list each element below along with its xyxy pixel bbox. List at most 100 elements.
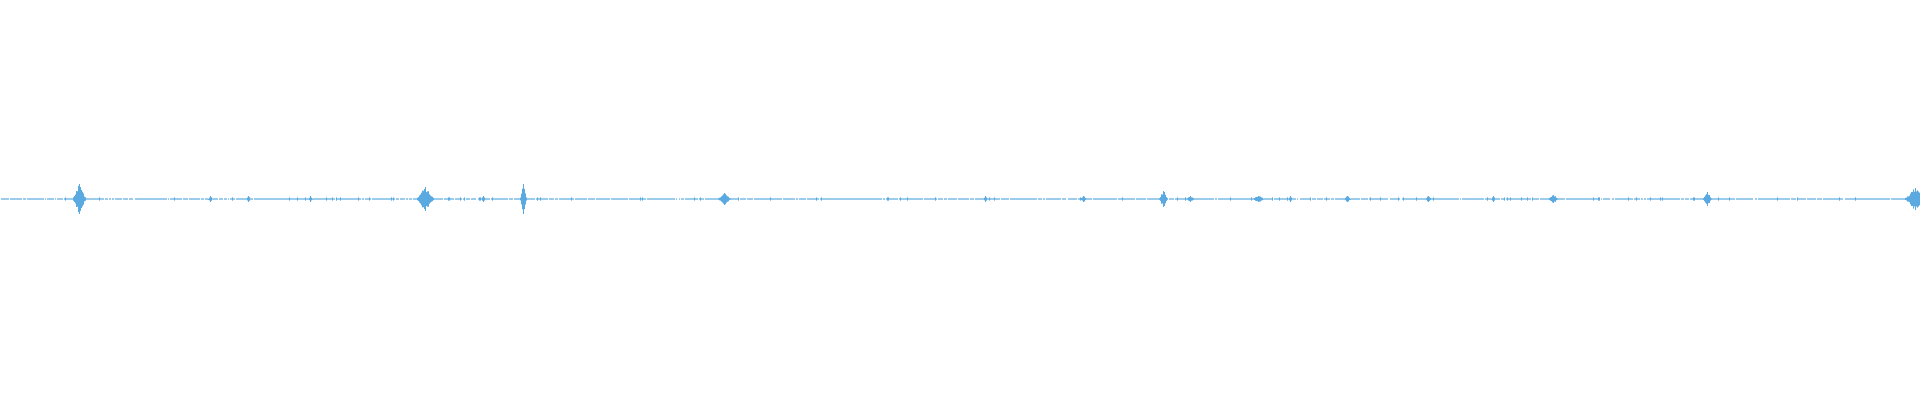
waveform-sample [1271,198,1272,200]
waveform-sample [1751,198,1752,200]
waveform-sample [1770,198,1771,200]
waveform-sample [370,198,371,200]
waveform-sample [924,198,925,200]
waveform-sample [948,198,949,200]
waveform-sample [1693,197,1694,201]
waveform-sample [813,198,814,200]
waveform-sample [271,198,272,200]
waveform-sample [1747,198,1748,200]
waveform-sample [1324,198,1325,200]
waveform-sample [1035,198,1036,200]
waveform-sample [141,198,142,200]
waveform-sample [467,198,468,200]
waveform-sample [878,198,879,200]
waveform-sample [968,198,969,200]
waveform-sample [1877,198,1878,200]
waveform-sample [1702,198,1703,200]
waveform-sample [1242,198,1243,200]
waveform-sample [527,198,528,200]
waveform-sample [276,198,277,200]
waveform-sample [1804,198,1805,200]
waveform-sample [420,194,421,204]
waveform-sample [440,198,441,200]
waveform-sample [329,198,330,200]
waveform-sample [363,198,364,200]
waveform-sample [921,198,922,200]
waveform-sample [50,198,51,200]
waveform-sample [619,198,620,200]
waveform-sample [116,198,117,200]
waveform-sample [94,198,95,200]
waveform-sample [1886,198,1887,200]
waveform-sample [789,198,790,200]
waveform-sample [571,197,572,201]
waveform-sample [1915,188,1916,210]
waveform-sample [1826,198,1827,200]
waveform-sample [509,198,510,200]
waveform-sample [123,198,124,200]
waveform-sample [1749,198,1750,200]
waveform-sample [518,198,519,200]
waveform-sample [908,198,909,200]
waveform-sample [1398,197,1399,201]
waveform-sample [909,198,910,200]
waveform-sample [742,198,743,200]
waveform-sample [633,198,634,200]
waveform-sample [382,198,383,200]
waveform-sample [935,197,936,201]
waveform-sample [215,198,216,200]
waveform-sample [872,198,873,200]
waveform-sample [1560,198,1561,200]
waveform-sample [1878,198,1879,200]
waveform-sample [474,198,475,200]
waveform-sample [274,198,275,200]
waveform-sample [1811,198,1812,200]
waveform-sample [1624,198,1625,200]
waveform-sample [725,193,726,205]
waveform-sample [357,198,358,200]
waveform-sample [82,191,83,207]
waveform-sample [1128,198,1129,200]
waveform-sample [1855,197,1856,201]
waveform-sample [40,198,41,200]
waveform-sample [1661,198,1662,200]
waveform-sample [1712,198,1713,200]
waveform-sample [1274,198,1275,200]
waveform-sample [1524,198,1525,200]
waveform-sample [1884,198,1885,200]
waveform-sample [735,198,736,200]
waveform-sample [1582,198,1583,200]
waveform-sample [1203,198,1204,200]
waveform-sample [1258,196,1259,202]
waveform-sample [1198,198,1199,200]
waveform-sample [1525,198,1526,200]
waveform-sample [1222,198,1223,200]
waveform-sample [1245,198,1246,200]
waveform-sample [565,198,566,200]
waveform-sample [774,198,775,200]
waveform-sample [1385,198,1386,200]
waveform-sample [556,198,557,200]
waveform-sample [1088,198,1089,200]
waveform-sample [824,198,825,200]
waveform-sample [1781,198,1782,200]
waveform-sample [1010,198,1011,200]
waveform-sample [971,198,972,200]
waveform-sample [1534,198,1535,200]
waveform-sample [1417,198,1418,200]
waveform-sample [1124,198,1125,200]
waveform-sample [1559,198,1560,200]
waveform-sample [1819,198,1820,200]
waveform-sample [1232,198,1233,200]
waveform-sample [536,198,537,200]
waveform-sample [622,198,623,200]
waveform-sample [717,198,718,200]
waveform-sample [712,198,713,200]
waveform-sample [258,198,259,200]
waveform-sample [844,198,845,200]
waveform-sample [206,198,207,200]
waveform-sample [1701,198,1702,200]
waveform-sample [479,197,480,201]
